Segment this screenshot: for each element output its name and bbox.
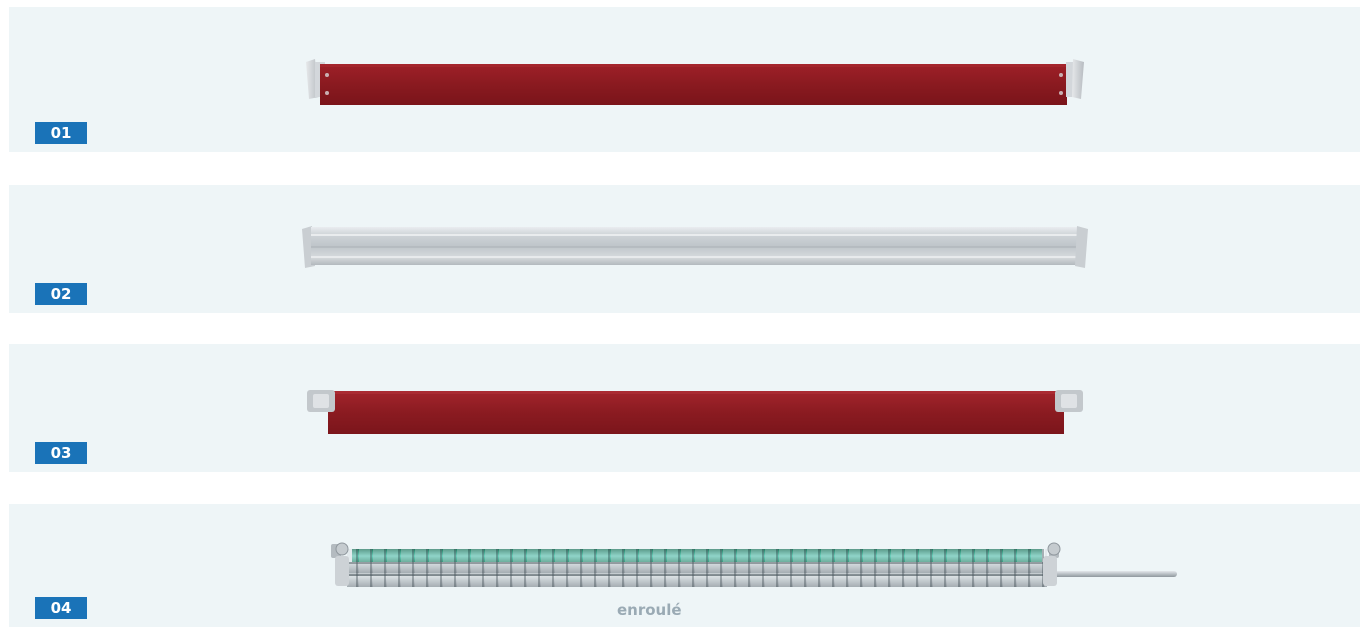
red-steel-toeboard-icon [306,59,1084,105]
item-panel-01: 01 [9,7,1360,152]
item-panel-04: 04 enroulé [9,504,1360,627]
aluminium-toeboard-icon [302,226,1088,268]
item-number-badge: 04 [35,597,87,619]
item-number-badge: 01 [35,122,87,144]
red-wooden-toeboard-icon [307,390,1083,434]
item-number-badge: 02 [35,283,87,305]
rolled-safety-net-icon [331,542,1177,587]
item-number-badge: 03 [35,442,87,464]
item-panel-03: 03 [9,344,1360,472]
item-panel-02: 02 [9,185,1360,313]
rolled-caption: enroulé [617,601,682,619]
